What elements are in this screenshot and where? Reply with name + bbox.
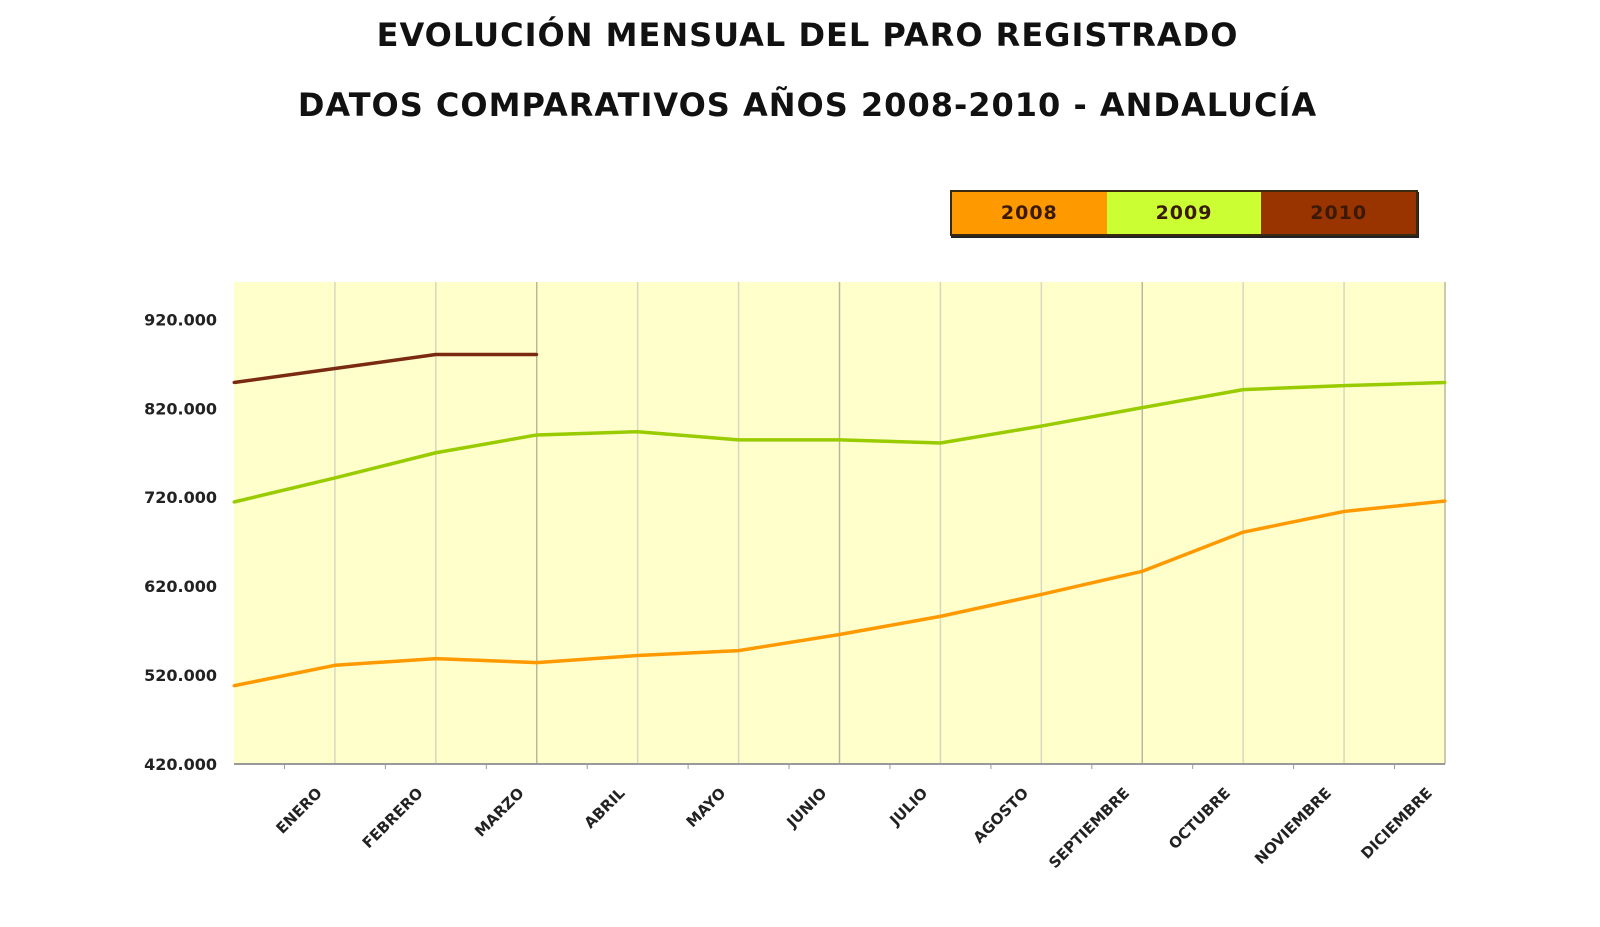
x-tick-label: DICIEMBRE (1357, 784, 1436, 863)
x-tick-label: ABRIL (581, 784, 629, 832)
data-point-2009 (535, 433, 539, 437)
series-line-2010 (233, 352, 537, 385)
y-tick-label: 620.000 (144, 577, 217, 596)
data-point-2009 (232, 500, 236, 504)
data-point-2008 (838, 633, 841, 637)
data-point-2008 (1140, 569, 1144, 573)
x-tick-label: OCTUBRE (1165, 784, 1234, 853)
data-point-2009 (1039, 424, 1043, 428)
data-point-2010 (535, 352, 539, 356)
chart-subtitle: DATOS COMPARATIVOS AÑOS 2008-2010 - ANDA… (297, 86, 1318, 124)
legend: 2008 2009 2010 (950, 190, 1418, 236)
x-tick-label: JULIO (886, 784, 932, 830)
x-tick-label: FEBRERO (359, 784, 427, 852)
x-tick-label: NOVIEMBRE (1251, 784, 1335, 868)
data-point-2009 (1342, 384, 1346, 388)
data-point-2008 (1342, 509, 1346, 513)
data-point-2009 (434, 451, 438, 455)
y-tick-label: 820.000 (144, 399, 217, 418)
x-tick-label: AGOSTO (970, 784, 1033, 847)
data-point-2008 (434, 657, 438, 661)
legend-item-2008: 2008 (952, 192, 1107, 234)
data-point-2008 (1039, 592, 1043, 596)
data-point-2009 (938, 441, 942, 445)
x-tick-label: SEPTIEMBRE (1045, 784, 1133, 872)
data-point-2008 (737, 649, 741, 653)
data-point-2010 (232, 380, 236, 384)
y-tick-label: 420.000 (144, 755, 217, 774)
data-point-2009 (636, 430, 640, 434)
x-tick-label: MAYO (683, 784, 730, 831)
data-point-2008 (1443, 499, 1447, 503)
y-tick-label: 720.000 (144, 488, 217, 507)
data-point-2009 (838, 438, 841, 442)
data-point-2008 (232, 684, 236, 688)
data-point-2009 (1443, 380, 1447, 384)
data-point-2008 (1241, 530, 1245, 534)
data-point-2008 (535, 661, 539, 665)
data-point-2009 (333, 476, 337, 480)
x-tick-label: ENERO (272, 784, 325, 837)
data-point-2010 (434, 352, 438, 356)
y-tick-label: 520.000 (144, 666, 217, 685)
data-point-2008 (333, 663, 337, 667)
legend-item-2009: 2009 (1106, 192, 1262, 234)
data-point-2009 (1140, 406, 1144, 410)
y-tick-label: 920.000 (144, 310, 217, 329)
legend-item-2010: 2010 (1261, 192, 1417, 234)
data-point-2008 (938, 614, 942, 618)
data-point-2009 (737, 438, 741, 442)
x-tick-label: JUNIO (782, 784, 830, 832)
chart-title: EVOLUCIÓN MENSUAL DEL PARO REGISTRADO (376, 16, 1239, 54)
data-point-2008 (636, 654, 640, 658)
data-point-2009 (1241, 388, 1245, 392)
data-point-2010 (333, 367, 337, 371)
x-tick-label: MARZO (471, 784, 527, 840)
